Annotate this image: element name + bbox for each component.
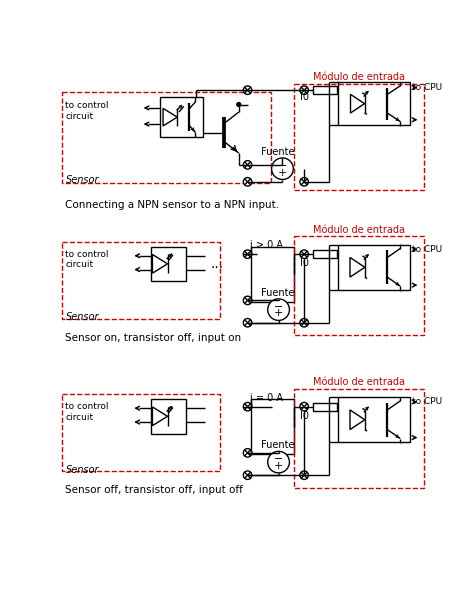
Bar [251, 399, 294, 454]
Text: Sensor: Sensor [65, 312, 99, 323]
Text: I0: I0 [300, 411, 309, 421]
Polygon shape [153, 407, 167, 426]
Circle shape [268, 451, 290, 473]
Text: to CPU: to CPU [412, 83, 442, 92]
Text: to CPU: to CPU [412, 397, 442, 406]
Text: i > 0 A: i > 0 A [250, 240, 283, 250]
Polygon shape [163, 108, 177, 126]
Text: Fuente: Fuente [261, 440, 294, 450]
Text: i = 0 A: i = 0 A [250, 393, 283, 403]
Text: −: − [274, 301, 283, 312]
Bar [62, 92, 271, 182]
Circle shape [243, 178, 252, 186]
Polygon shape [350, 410, 365, 429]
Bar [313, 86, 337, 94]
Text: Sensor on, transistor off, input on: Sensor on, transistor off, input on [65, 333, 242, 342]
Bar [338, 245, 410, 290]
Circle shape [300, 250, 309, 259]
Circle shape [300, 318, 309, 327]
Text: −: − [274, 454, 283, 464]
Circle shape [237, 103, 241, 106]
Text: Módulo de entrada: Módulo de entrada [313, 378, 405, 387]
Text: Módulo de entrada: Módulo de entrada [313, 72, 405, 83]
Bar [62, 394, 220, 471]
Text: to control
circuit: to control circuit [65, 250, 109, 269]
Polygon shape [350, 94, 365, 113]
Circle shape [268, 299, 290, 320]
Circle shape [243, 318, 252, 327]
Text: Módulo de entrada: Módulo de entrada [313, 225, 405, 235]
Text: I0: I0 [300, 259, 309, 268]
Text: Sensor off, transistor off, input off: Sensor off, transistor off, input off [65, 485, 243, 495]
Circle shape [243, 86, 252, 94]
Bar [313, 250, 337, 258]
Circle shape [243, 161, 252, 169]
Bar [160, 97, 202, 137]
Text: Fuente: Fuente [261, 147, 294, 157]
Bar [151, 399, 186, 434]
Bar [294, 237, 424, 335]
Bar [151, 246, 186, 281]
Circle shape [243, 449, 252, 457]
Bar [294, 389, 424, 487]
Bar [313, 403, 337, 411]
Bar [338, 397, 410, 442]
Text: Connecting a NPN sensor to a NPN input.: Connecting a NPN sensor to a NPN input. [65, 199, 280, 210]
Text: I0: I0 [300, 92, 309, 102]
Bar [62, 242, 220, 319]
Text: Sensor: Sensor [65, 175, 99, 185]
Text: +: + [274, 309, 283, 318]
Circle shape [300, 178, 309, 186]
Text: to control
circuit: to control circuit [65, 101, 109, 121]
Text: Fuente: Fuente [261, 288, 294, 298]
Circle shape [300, 471, 309, 480]
Circle shape [243, 402, 252, 411]
Circle shape [300, 402, 309, 411]
Text: +: + [274, 461, 283, 471]
Text: +: + [278, 167, 287, 178]
Circle shape [243, 250, 252, 259]
Circle shape [243, 471, 252, 480]
Circle shape [300, 86, 309, 94]
Bar [294, 84, 424, 190]
Polygon shape [153, 254, 167, 273]
Text: −: − [278, 161, 287, 171]
Text: to CPU: to CPU [412, 245, 442, 254]
Text: Sensor: Sensor [65, 465, 99, 475]
Circle shape [272, 158, 293, 179]
Text: ...: ... [210, 257, 224, 271]
Circle shape [243, 296, 252, 304]
Text: to control
circuit: to control circuit [65, 402, 109, 422]
Bar [338, 83, 410, 125]
Polygon shape [350, 257, 365, 277]
Bar [251, 246, 294, 302]
